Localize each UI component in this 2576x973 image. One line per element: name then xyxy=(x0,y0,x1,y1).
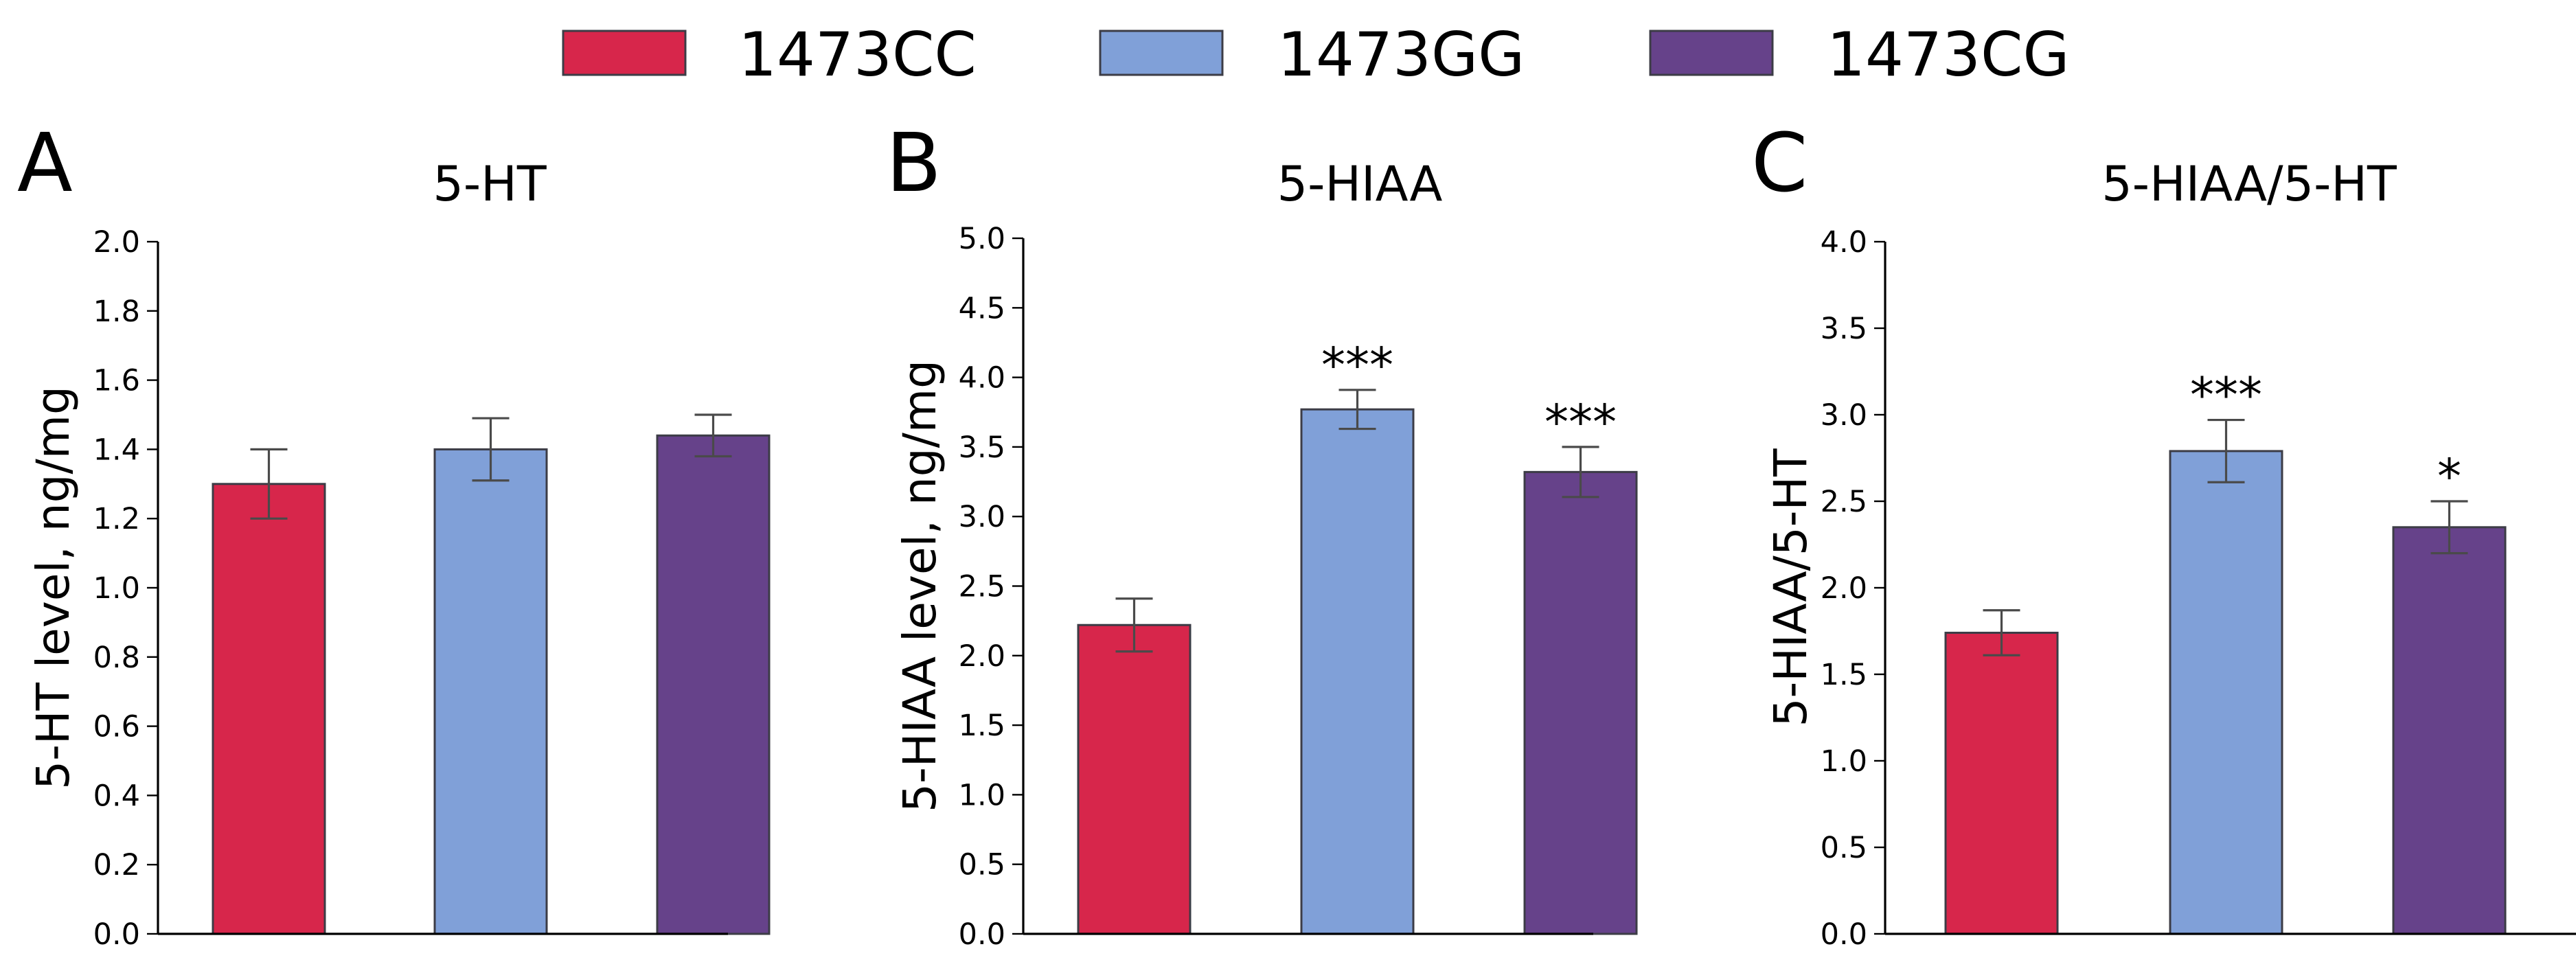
significance-marker: *** xyxy=(1321,337,1393,393)
figure: 1473CC 1473GG 1473CG A 5-HT 5-HT level, ng/m… xyxy=(0,0,2576,973)
y-tick-label: 1.0 xyxy=(959,778,1005,812)
panel-letter: B xyxy=(886,115,942,210)
y-tick-label: 1.5 xyxy=(1821,658,1867,692)
panel-title: 5-HIAA/5-HT xyxy=(2101,156,2397,212)
y-tick-label: 1.2 xyxy=(93,502,140,536)
bar-1473cg xyxy=(2393,527,2505,934)
significance-marker: * xyxy=(2437,448,2461,505)
panel-c: C 5-HIAA/5-HT5-HIAA/5-HT****0.00.51.01.52… xyxy=(1751,115,2576,952)
y-tick-label: 0.0 xyxy=(93,917,140,952)
y-tick-label: 0.5 xyxy=(959,848,1005,882)
y-tick-label: 4.0 xyxy=(959,361,1005,396)
bar-1473gg xyxy=(435,449,547,934)
y-tick-label: 3.0 xyxy=(959,500,1005,534)
y-tick-label: 4.0 xyxy=(1821,225,1867,260)
panel-letter: C xyxy=(1751,115,1808,210)
bar-1473gg xyxy=(1301,409,1413,934)
y-tick-label: 3.5 xyxy=(1821,312,1867,346)
y-tick-label: 1.5 xyxy=(959,709,1005,743)
panel-title: 5-HIAA xyxy=(1277,156,1443,212)
y-tick-label: 1.0 xyxy=(1821,744,1867,779)
y-tick-label: 2.0 xyxy=(959,639,1005,674)
significance-marker: *** xyxy=(2190,367,2262,424)
legend: 1473CC 1473GG 1473CG xyxy=(563,19,2070,90)
y-tick-label: 2.0 xyxy=(93,225,140,260)
y-axis-label: 5-HIAA level, ng/mg xyxy=(893,360,946,812)
bar-1473cc xyxy=(213,484,325,934)
y-tick-label: 2.0 xyxy=(1821,571,1867,606)
y-tick-label: 4.5 xyxy=(959,291,1005,325)
y-tick-label: 5.0 xyxy=(959,222,1005,256)
y-axis-label: 5-HIAA/5-HT xyxy=(1764,448,1817,727)
y-tick-label: 2.5 xyxy=(1821,485,1867,519)
y-tick-label: 1.4 xyxy=(93,433,140,467)
panel-a: A 5-HT 5-HT level, ng/mg 0.0 0.2 0.4 0.6 0.8 1.0… xyxy=(17,115,769,952)
y-tick-label: 1.6 xyxy=(93,364,140,398)
panel-letter: A xyxy=(17,115,73,210)
y-tick-label: 0.8 xyxy=(93,641,140,675)
bar-1473cg xyxy=(1525,472,1637,934)
bar-1473cg xyxy=(657,435,769,934)
y-tick-label: 1.0 xyxy=(93,571,140,606)
y-tick-label: 3.5 xyxy=(959,431,1005,465)
legend-swatch-1473cc xyxy=(563,31,685,75)
y-tick-label: 0.5 xyxy=(1821,831,1867,865)
bar-1473cc xyxy=(1078,625,1190,934)
legend-label-1473cg: 1473CG xyxy=(1827,19,2070,90)
y-tick-label: 1.8 xyxy=(93,295,140,329)
significance-marker: *** xyxy=(1545,394,1617,450)
legend-label-1473cc: 1473CC xyxy=(738,19,977,90)
chart-panels: A 5-HT 5-HT level, ng/mg 0.0 0.2 0.4 0.6 0.8 1.0… xyxy=(17,115,2576,952)
legend-label-1473gg: 1473GG xyxy=(1277,19,1525,90)
legend-swatch-1473cg xyxy=(1650,31,1773,75)
y-tick-label: 2.5 xyxy=(959,570,1005,604)
y-tick-label: 0.4 xyxy=(93,779,140,813)
panel-b: B 5-HIAA 5-HIAA level, ng/mg *** *** 0.0 0.5 1.… xyxy=(886,115,1637,952)
bar-1473cc xyxy=(1946,633,2058,934)
y-tick-label: 0.6 xyxy=(93,710,140,744)
bar-1473gg xyxy=(2170,451,2282,934)
legend-swatch-1473gg xyxy=(1100,31,1222,75)
y-tick-label: 3.0 xyxy=(1821,398,1867,433)
panel-title: 5-HT xyxy=(433,156,546,212)
y-tick-label: 0.2 xyxy=(93,848,140,882)
y-axis-label: 5-HT level, ng/mg xyxy=(27,386,80,790)
y-tick-label: 0.0 xyxy=(959,917,1005,952)
y-tick-label: 0.0 xyxy=(1821,917,1867,952)
